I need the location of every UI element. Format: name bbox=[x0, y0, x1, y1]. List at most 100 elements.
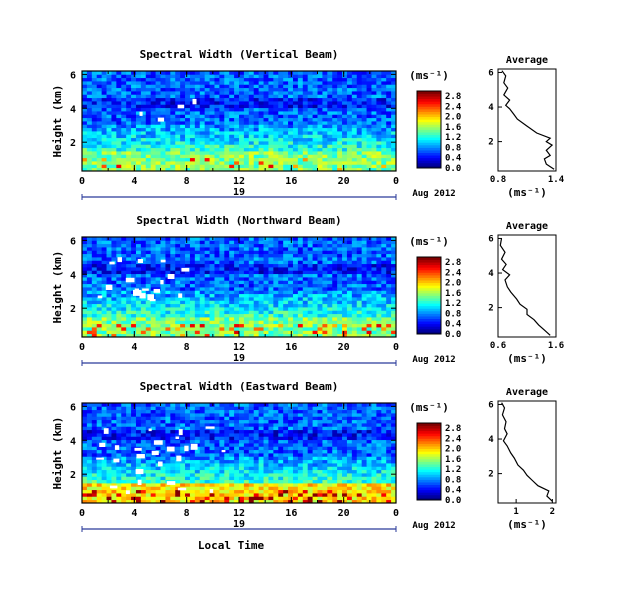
heatmap-cell bbox=[194, 87, 201, 92]
heatmap-cell bbox=[302, 486, 309, 491]
heatmap-cell bbox=[273, 101, 279, 105]
heatmap-cell bbox=[145, 333, 152, 338]
heatmap-cell bbox=[253, 280, 260, 285]
heatmap-cell bbox=[361, 267, 367, 271]
heatmap-cell bbox=[219, 147, 225, 152]
heatmap-cell bbox=[288, 84, 294, 89]
heatmap-cell bbox=[327, 111, 333, 115]
heatmap-cell bbox=[219, 257, 225, 261]
heatmap-cell bbox=[175, 283, 181, 288]
heatmap-cell bbox=[337, 466, 343, 471]
heatmap-cell bbox=[381, 466, 387, 471]
heatmap-cell bbox=[165, 127, 171, 132]
heatmap-cell bbox=[165, 297, 171, 301]
heatmap-cell bbox=[101, 273, 107, 278]
heatmap-cell bbox=[356, 333, 363, 338]
heatmap-cell bbox=[204, 287, 210, 291]
heatmap-cell bbox=[386, 77, 392, 82]
heatmap-cell bbox=[278, 127, 284, 132]
heatmap-cell bbox=[155, 141, 161, 145]
heatmap-cell bbox=[180, 313, 186, 318]
heatmap-cell bbox=[209, 101, 215, 105]
heatmap-cell bbox=[307, 260, 313, 265]
heatmap-cell bbox=[302, 297, 309, 301]
y-tick-label: 4 bbox=[70, 104, 76, 115]
heatmap-cell bbox=[204, 263, 210, 268]
heatmap-cell bbox=[165, 270, 171, 275]
heatmap-cell bbox=[317, 257, 323, 261]
heatmap-cell bbox=[180, 469, 186, 474]
heatmap-cell bbox=[101, 117, 107, 122]
heatmap-cell bbox=[317, 469, 323, 474]
heatmap-cell bbox=[297, 493, 304, 497]
heatmap-cell bbox=[126, 151, 132, 155]
heatmap-cell bbox=[366, 287, 372, 291]
heatmap-cell bbox=[239, 124, 245, 129]
heatmap-cell bbox=[219, 157, 225, 162]
heatmap-cell bbox=[239, 74, 245, 79]
heatmap-cell bbox=[111, 131, 117, 135]
heatmap-cell bbox=[180, 479, 186, 484]
heatmap-cell bbox=[219, 313, 225, 318]
heatmap-cell bbox=[204, 280, 210, 285]
heatmap-cell bbox=[194, 320, 201, 325]
heatmap-cell bbox=[165, 463, 171, 467]
heatmap-cell bbox=[283, 107, 289, 112]
heatmap-cell bbox=[131, 489, 137, 494]
heatmap-cell bbox=[307, 313, 313, 318]
heatmap-cell bbox=[82, 74, 88, 79]
heatmap-cell bbox=[189, 300, 196, 305]
heatmap-cell bbox=[312, 483, 318, 487]
heatmap-cell bbox=[234, 273, 240, 278]
heatmap-cell bbox=[312, 101, 318, 105]
heatmap-cell bbox=[381, 257, 387, 261]
heatmap-cell bbox=[180, 161, 186, 165]
heatmap-cell bbox=[337, 320, 343, 325]
heatmap-cell bbox=[155, 253, 161, 258]
heatmap-cell bbox=[116, 313, 122, 318]
heatmap-cell bbox=[248, 303, 255, 308]
heatmap-cell bbox=[312, 499, 318, 504]
heatmap-cell bbox=[337, 277, 343, 281]
heatmap-cell bbox=[160, 489, 166, 494]
heatmap-cell bbox=[180, 499, 186, 504]
heatmap-cell bbox=[180, 84, 186, 89]
heatmap-cell bbox=[381, 134, 387, 139]
heatmap-cell bbox=[185, 104, 191, 109]
heatmap-cell bbox=[288, 307, 294, 311]
heatmap-cell bbox=[292, 273, 299, 278]
heatmap-cell bbox=[91, 91, 98, 95]
heatmap-cell bbox=[371, 297, 377, 301]
heatmap-cell bbox=[199, 327, 206, 331]
heatmap-cell bbox=[337, 111, 343, 115]
heatmap-cell bbox=[366, 499, 372, 504]
heatmap-cell bbox=[204, 117, 210, 122]
heatmap-cell bbox=[160, 151, 166, 155]
heatmap-cell bbox=[209, 107, 215, 112]
heatmap-cell bbox=[302, 333, 309, 338]
heatmap-cell bbox=[322, 327, 328, 331]
heatmap-cell bbox=[204, 489, 210, 494]
heatmap-cell bbox=[165, 104, 171, 109]
heatmap-cell bbox=[351, 300, 358, 305]
heatmap-cell bbox=[204, 496, 210, 501]
heatmap-cell bbox=[106, 320, 112, 325]
heatmap-cell bbox=[356, 300, 363, 305]
heatmap-cell bbox=[332, 323, 338, 328]
heatmap-cell bbox=[327, 237, 333, 241]
heatmap-cell bbox=[391, 253, 397, 258]
heatmap-cell bbox=[386, 463, 392, 467]
heatmap-cell bbox=[185, 307, 191, 311]
heatmap-cell bbox=[224, 277, 230, 281]
heatmap-cell bbox=[302, 117, 309, 122]
heatmap-cell bbox=[214, 117, 220, 122]
heatmap-cell bbox=[342, 277, 348, 281]
heatmap-cell bbox=[278, 330, 284, 335]
heatmap-cell bbox=[268, 466, 274, 471]
heatmap-cell bbox=[243, 154, 250, 159]
heatmap-cell bbox=[361, 111, 367, 115]
heatmap-cell bbox=[361, 104, 367, 109]
heatmap-cell bbox=[258, 479, 264, 484]
heatmap-cell bbox=[224, 257, 230, 261]
heatmap-cell bbox=[116, 114, 122, 119]
